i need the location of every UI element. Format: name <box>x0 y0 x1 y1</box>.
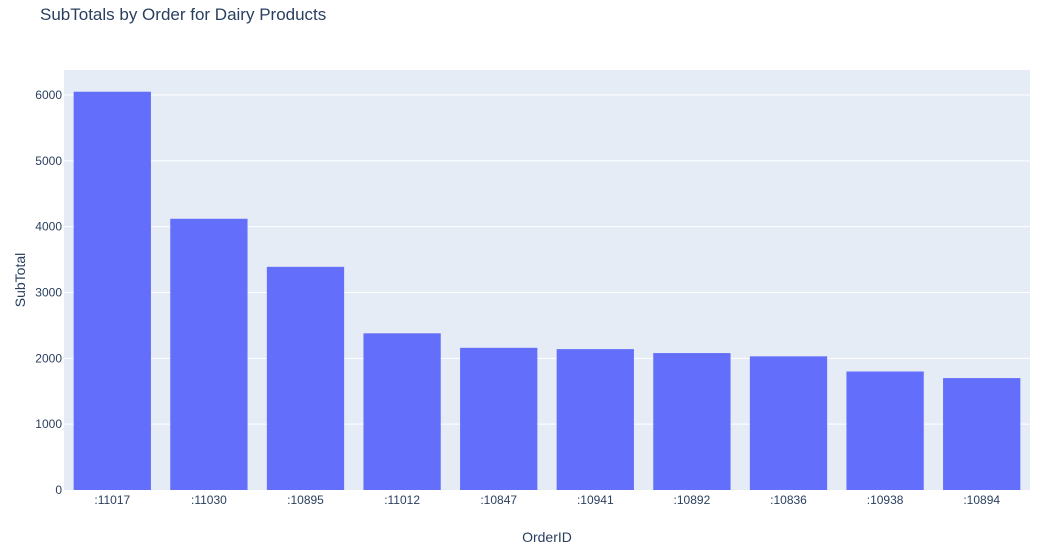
x-tick-label: :10895 <box>287 493 324 507</box>
x-tick-label: :11017 <box>94 493 130 507</box>
bar[interactable] <box>73 91 151 491</box>
x-tick-label: :10938 <box>867 493 904 507</box>
y-tick-label: 2000 <box>35 351 62 365</box>
y-tick-label: 1000 <box>35 417 62 431</box>
bar[interactable] <box>846 371 924 490</box>
x-tick-label: :10847 <box>480 493 517 507</box>
bar[interactable] <box>170 218 248 490</box>
bar[interactable] <box>749 356 828 490</box>
bar[interactable] <box>653 353 731 490</box>
y-tick-label: 4000 <box>35 220 62 234</box>
bar[interactable] <box>266 266 345 490</box>
y-tick-label: 5000 <box>35 154 62 168</box>
x-tick-label: :10892 <box>674 493 711 507</box>
bar[interactable] <box>556 349 634 490</box>
x-axis-title: OrderID <box>522 529 572 545</box>
bar[interactable] <box>363 333 441 490</box>
y-tick-label: 6000 <box>35 88 62 102</box>
bar[interactable] <box>460 347 538 490</box>
bar[interactable] <box>943 378 1021 490</box>
x-tick-label: :11030 <box>191 493 227 507</box>
x-tick-label: :10941 <box>577 493 614 507</box>
y-axis-title: SubTotal <box>12 253 28 307</box>
y-tick-label: 3000 <box>35 286 62 300</box>
y-tick-label: 0 <box>55 483 62 497</box>
x-tick-label: :11012 <box>384 493 420 507</box>
x-tick-label: :10894 <box>963 493 1000 507</box>
chart-title: SubTotals by Order for Dairy Products <box>40 5 327 24</box>
x-tick-label: :10836 <box>770 493 807 507</box>
